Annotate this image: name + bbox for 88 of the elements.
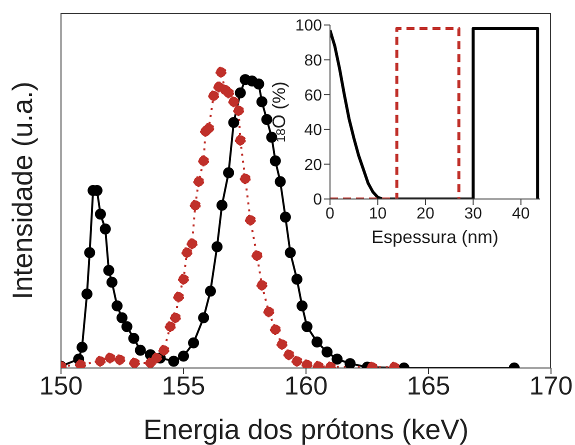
- point: [228, 96, 240, 108]
- point: [103, 264, 114, 276]
- point: [215, 66, 226, 78]
- point: [252, 250, 262, 262]
- x-tick-label: 165: [406, 370, 450, 400]
- point: [228, 116, 240, 128]
- point: [208, 90, 220, 102]
- point: [312, 336, 323, 348]
- point: [181, 247, 192, 258]
- point: [332, 354, 343, 365]
- point: [270, 155, 281, 166]
- y-tick-label: 40: [304, 122, 322, 140]
- point: [190, 200, 201, 211]
- point: [75, 359, 86, 368]
- x-tick-label: 20: [416, 205, 434, 222]
- x-tick-label: 30: [464, 205, 482, 222]
- point: [178, 350, 189, 362]
- point: [253, 78, 264, 90]
- point: [322, 346, 333, 358]
- y-tick-label: 100: [295, 18, 322, 35]
- point: [291, 274, 302, 285]
- x-tick-label: 10: [368, 205, 387, 222]
- point: [223, 87, 234, 98]
- x-tick-label: 170: [529, 370, 573, 400]
- point: [76, 342, 88, 353]
- point: [223, 167, 234, 178]
- point: [261, 114, 272, 125]
- y-tick-label: 60: [304, 87, 322, 104]
- point: [116, 312, 128, 324]
- point: [344, 358, 356, 368]
- point: [212, 241, 223, 252]
- point: [296, 300, 308, 312]
- point: [129, 357, 140, 368]
- point: [283, 349, 294, 360]
- y-tick-label: 0: [313, 192, 322, 209]
- x-axis-title: Energia dos prótons (keV): [143, 414, 469, 445]
- y-tick-label: 20: [304, 156, 322, 174]
- point: [198, 155, 210, 166]
- point: [198, 312, 210, 324]
- point: [164, 321, 176, 332]
- point: [263, 306, 274, 318]
- point: [193, 176, 204, 188]
- point: [240, 173, 251, 184]
- x-tick-label: 155: [162, 370, 206, 400]
- point: [100, 223, 111, 234]
- x-tick-label: 160: [284, 370, 328, 400]
- point: [178, 274, 189, 285]
- point: [256, 280, 268, 291]
- point: [158, 344, 170, 356]
- point: [301, 359, 312, 368]
- point: [291, 356, 302, 367]
- x-tick-label: 40: [512, 205, 530, 222]
- point: [94, 356, 106, 367]
- point: [104, 352, 116, 364]
- y-tick-label: 80: [304, 52, 322, 70]
- point: [168, 356, 180, 367]
- point: [112, 300, 123, 312]
- y-axis-title: Intensidade (u.a.): [7, 82, 38, 300]
- x-tick-label: 0: [326, 205, 335, 222]
- point: [81, 288, 92, 300]
- point: [234, 87, 246, 98]
- point: [233, 105, 244, 116]
- point: [128, 332, 140, 344]
- point: [284, 247, 296, 258]
- point: [244, 214, 256, 226]
- x-axis-title: Espessura (nm): [371, 227, 499, 247]
- point: [280, 212, 291, 223]
- point: [114, 354, 126, 366]
- point: [274, 176, 286, 188]
- point: [106, 276, 118, 288]
- point: [173, 292, 184, 302]
- point: [301, 321, 312, 332]
- point: [186, 238, 198, 250]
- point: [216, 200, 228, 211]
- point: [134, 344, 146, 356]
- point: [256, 96, 268, 108]
- point: [204, 286, 216, 297]
- x-tick-label: 150: [39, 370, 83, 400]
- point: [170, 312, 181, 324]
- point: [84, 247, 96, 258]
- point: [188, 337, 200, 348]
- point: [94, 208, 106, 220]
- point: [121, 321, 132, 332]
- point: [270, 324, 281, 336]
- point: [151, 352, 162, 364]
- point: [203, 122, 214, 134]
- point: [234, 134, 246, 146]
- point: [276, 338, 288, 350]
